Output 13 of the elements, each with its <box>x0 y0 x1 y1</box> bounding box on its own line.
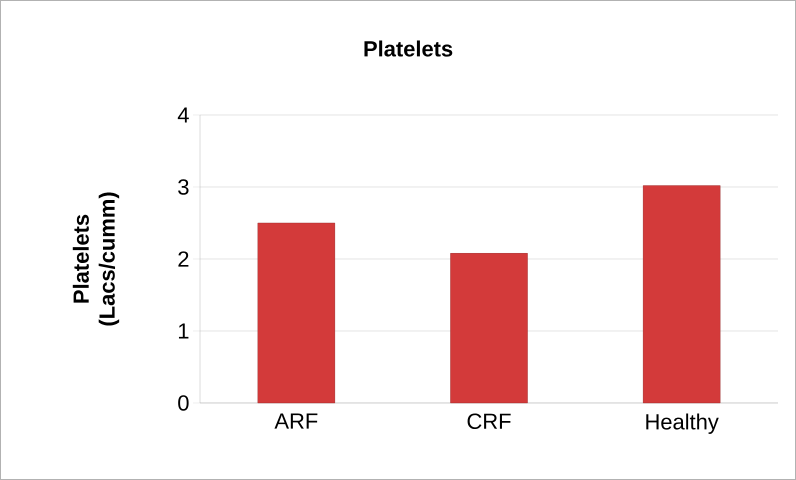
y-tick-label: 4 <box>178 107 189 123</box>
bar <box>258 222 336 404</box>
y-axis-title: Platelets (Lacs/cumm) <box>72 192 120 326</box>
bar <box>642 185 720 404</box>
x-tick-label: ARF <box>274 414 318 429</box>
bar <box>450 253 528 404</box>
x-tick-label: CRF <box>468 413 511 430</box>
y-tick-label: 3 <box>178 179 189 195</box>
y-tick-label: 0 <box>178 395 189 411</box>
y-tick-label: 1 <box>178 323 188 339</box>
x-tick-label: Healthy <box>646 413 719 434</box>
chart-title: Platelets <box>364 40 452 57</box>
y-tick-label: 2 <box>178 251 188 267</box>
